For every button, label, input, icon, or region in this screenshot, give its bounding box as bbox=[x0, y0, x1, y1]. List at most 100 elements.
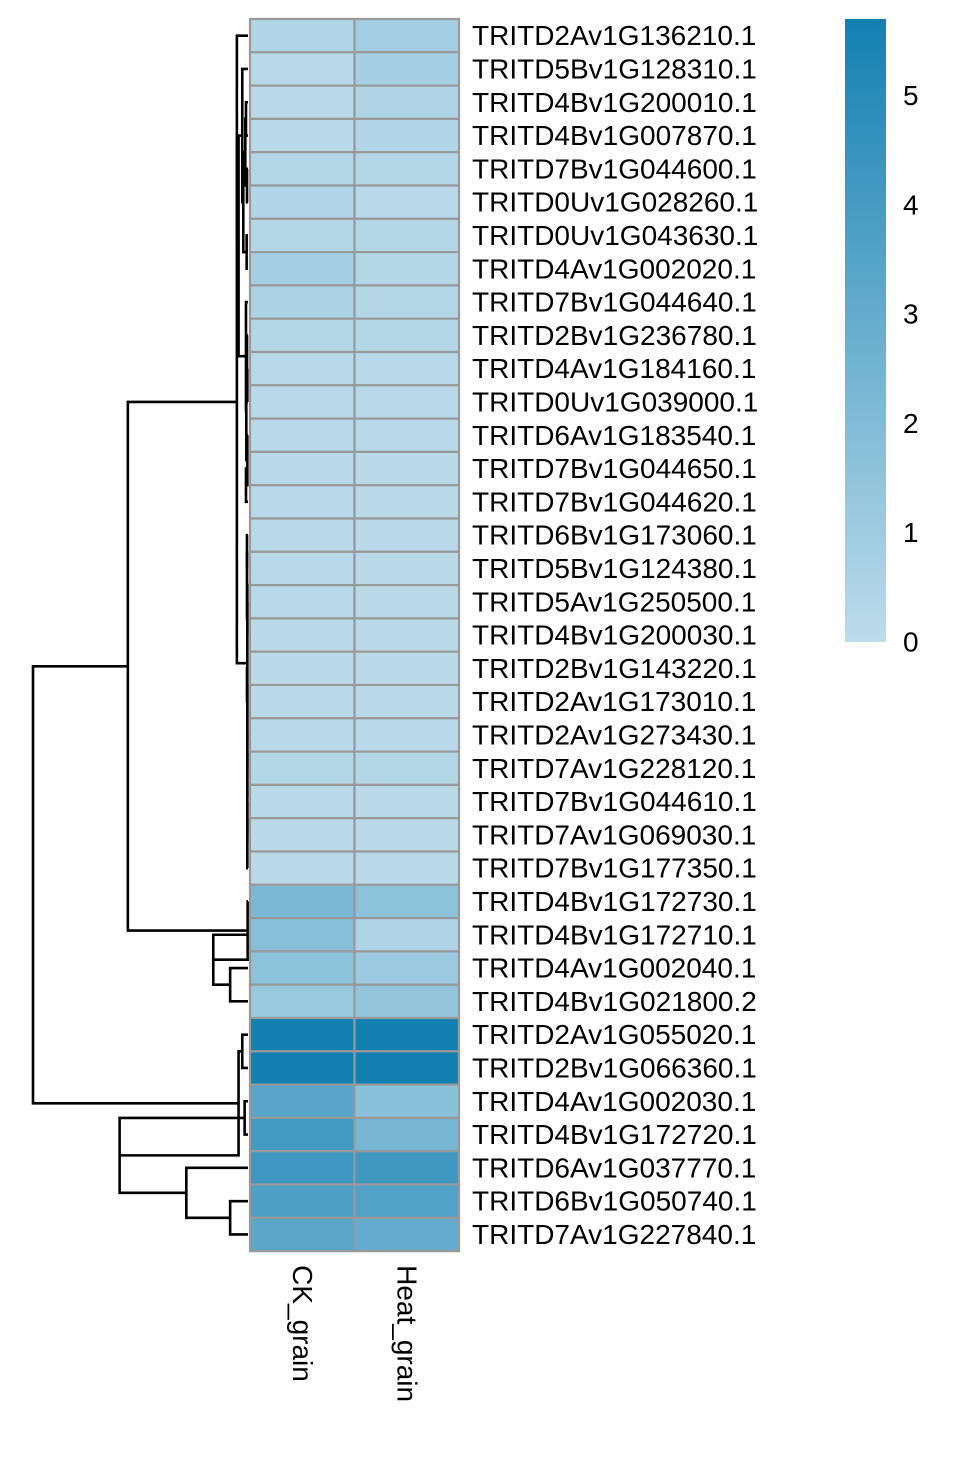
row-label: TRITD4Bv1G172710.1 bbox=[472, 919, 757, 950]
heatmap-cell bbox=[248, 683, 356, 720]
heatmap-cell bbox=[353, 1083, 461, 1119]
heatmap-cell bbox=[248, 517, 356, 553]
row-label: TRITD4Bv1G021800.2 bbox=[472, 986, 757, 1017]
heatmap-cell bbox=[353, 1150, 461, 1186]
heatmap-cell bbox=[248, 384, 356, 420]
row-label: TRITD2Av1G055020.1 bbox=[472, 1019, 756, 1050]
row-label: TRITD4Bv1G007870.1 bbox=[472, 120, 757, 151]
row-label: TRITD5Bv1G124380.1 bbox=[472, 553, 757, 584]
heatmap-cell bbox=[353, 1050, 461, 1086]
row-label: TRITD7Av1G227840.1 bbox=[472, 1219, 756, 1250]
row-label: TRITD7Av1G069030.1 bbox=[472, 819, 756, 850]
heatmap-cell bbox=[248, 1116, 356, 1153]
heatmap-cell bbox=[353, 284, 461, 320]
heatmap-cell bbox=[353, 1116, 461, 1153]
row-label: TRITD4Av1G002040.1 bbox=[472, 953, 756, 984]
heatmap-cell bbox=[248, 284, 356, 320]
heatmap-cell bbox=[353, 151, 461, 187]
row-label: TRITD7Bv1G044610.1 bbox=[472, 786, 757, 817]
heatmap-cell bbox=[353, 51, 461, 87]
heatmap-cell bbox=[248, 1050, 356, 1086]
legend-tick-label: 1 bbox=[903, 517, 919, 548]
row-dendrogram bbox=[31, 34, 249, 1236]
legend-tick-label: 5 bbox=[903, 80, 919, 111]
row-label: TRITD4Av1G002020.1 bbox=[472, 253, 756, 284]
row-labels: TRITD2Av1G136210.1TRITD5Bv1G128310.1TRIT… bbox=[472, 20, 758, 1250]
heatmap-cell bbox=[353, 450, 461, 487]
heatmap-cell bbox=[353, 683, 461, 720]
row-label: TRITD2Av1G136210.1 bbox=[472, 20, 756, 51]
heatmap-cell bbox=[353, 384, 461, 420]
heatmap-cell bbox=[248, 883, 356, 920]
heatmap-cell bbox=[353, 983, 461, 1020]
row-label: TRITD4Av1G184160.1 bbox=[472, 353, 756, 384]
row-label: TRITD6Av1G037770.1 bbox=[472, 1152, 756, 1183]
column-labels: CK_grain Heat_grain bbox=[287, 1265, 423, 1402]
heatmap-cell bbox=[248, 484, 356, 520]
legend-color-bar bbox=[845, 19, 886, 642]
row-label: TRITD7Bv1G044640.1 bbox=[472, 287, 757, 318]
heatmap-cell bbox=[353, 783, 461, 820]
heatmap-cell bbox=[353, 583, 461, 620]
heatmap-cell bbox=[248, 417, 356, 454]
heatmap-cell bbox=[248, 817, 356, 853]
row-label: TRITD7Av1G228120.1 bbox=[472, 753, 756, 784]
dendrogram-branch bbox=[228, 966, 248, 1003]
dendrogram-branch bbox=[31, 664, 239, 1105]
heatmap-cell bbox=[353, 350, 461, 387]
dendrogram-branch bbox=[235, 140, 248, 665]
heatmap-cell bbox=[248, 317, 356, 354]
heatmap-cell bbox=[353, 17, 461, 54]
heatmap-cell bbox=[353, 317, 461, 354]
row-label: TRITD7Bv1G044600.1 bbox=[472, 153, 757, 184]
heatmap-cell bbox=[353, 517, 461, 553]
heatmap-cell bbox=[248, 916, 356, 953]
heatmap-cell bbox=[248, 1016, 356, 1053]
heatmap-cell bbox=[353, 251, 461, 287]
dendrogram-branch bbox=[240, 1033, 248, 1070]
heatmap-cell bbox=[248, 750, 356, 786]
row-label: TRITD4Bv1G200010.1 bbox=[472, 87, 757, 118]
row-label: TRITD2Av1G273430.1 bbox=[472, 719, 756, 750]
row-label: TRITD7Bv1G044620.1 bbox=[472, 486, 757, 517]
heatmap-cell bbox=[248, 550, 356, 587]
heatmap-cell bbox=[248, 983, 356, 1020]
legend-tick-label: 0 bbox=[903, 627, 919, 658]
heatmap-cell bbox=[353, 1016, 461, 1053]
legend-tick-label: 3 bbox=[903, 299, 919, 330]
dendrogram-branch bbox=[228, 1199, 248, 1236]
dendrogram-branch bbox=[245, 167, 249, 204]
heatmap-cell bbox=[353, 650, 461, 687]
heatmap-cell bbox=[248, 583, 356, 620]
heatmap-cell bbox=[248, 950, 356, 986]
heatmap-cell bbox=[248, 1083, 356, 1119]
row-label: TRITD2Av1G173010.1 bbox=[472, 686, 756, 717]
heatmap-cell bbox=[353, 184, 461, 220]
color-legend: 0 1 2 3 4 5 bbox=[845, 19, 919, 658]
row-label: TRITD4Av1G002030.1 bbox=[472, 1086, 756, 1117]
heatmap-cell bbox=[248, 17, 356, 54]
column-label: Heat_grain bbox=[391, 1265, 422, 1402]
heatmap-cell bbox=[353, 84, 461, 120]
heatmap-cell bbox=[248, 783, 356, 820]
row-label: TRITD2Bv1G066360.1 bbox=[472, 1052, 757, 1083]
heatmap-cell bbox=[353, 117, 461, 154]
row-label: TRITD5Bv1G128310.1 bbox=[472, 53, 757, 84]
heatmap-cell bbox=[353, 817, 461, 853]
heatmap-cell bbox=[353, 916, 461, 953]
heatmap-cell bbox=[353, 850, 461, 886]
legend-tick-label: 4 bbox=[903, 189, 919, 220]
row-label: TRITD2Bv1G236780.1 bbox=[472, 320, 757, 351]
heatmap-cell bbox=[353, 550, 461, 587]
heatmap-cell bbox=[353, 750, 461, 786]
heatmap-cell bbox=[248, 1183, 356, 1219]
heatmap-cell bbox=[353, 1216, 461, 1253]
heatmap-cell bbox=[248, 51, 356, 87]
heatmap-cell bbox=[248, 151, 356, 187]
heatmap-cell bbox=[248, 84, 356, 120]
dendrogram-branch bbox=[185, 1166, 248, 1220]
legend-tick-label: 2 bbox=[903, 408, 919, 439]
heatmap-cell bbox=[353, 950, 461, 986]
heatmap-cell bbox=[248, 184, 356, 220]
